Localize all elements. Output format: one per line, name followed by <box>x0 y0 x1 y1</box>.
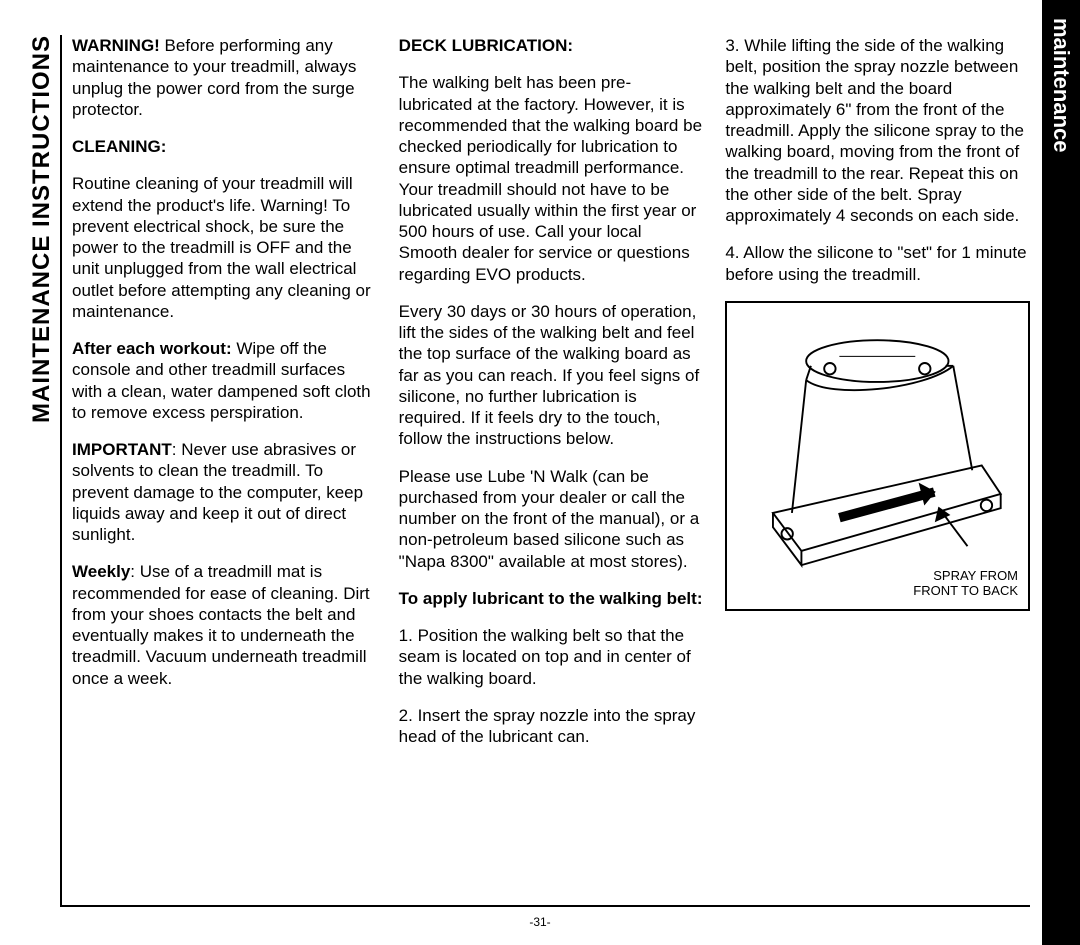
apply-heading: To apply lubricant to the walking belt: <box>399 588 704 609</box>
apply-step-2: 2. Insert the spray nozzle into the spra… <box>399 705 704 748</box>
important-paragraph: IMPORTANT: Never use abrasives or solven… <box>72 439 377 545</box>
important-label: IMPORTANT <box>72 440 172 459</box>
cleaning-heading: CLEANING: <box>72 136 377 157</box>
column-1: WARNING! Before performing any maintenan… <box>72 35 377 763</box>
column-2: DECK LUBRICATION: The walking belt has b… <box>399 35 704 763</box>
horizontal-rule <box>60 905 1030 907</box>
apply-step-4: 4. Allow the silicone to "set" for 1 min… <box>725 242 1030 285</box>
figure-caption-line2: FRONT TO BACK <box>913 583 1018 598</box>
apply-step-1: 1. Position the walking belt so that the… <box>399 625 704 689</box>
warning-paragraph: WARNING! Before performing any maintenan… <box>72 35 377 120</box>
after-workout-paragraph: After each workout: Wipe off the console… <box>72 338 377 423</box>
cleaning-body: Routine cleaning of your treadmill will … <box>72 173 377 322</box>
deck-heading: DECK LUBRICATION: <box>399 35 704 56</box>
weekly-label: Weekly <box>72 562 130 581</box>
weekly-paragraph: Weekly: Use of a treadmill mat is recomm… <box>72 561 377 689</box>
column-3: 3. While lifting the side of the walking… <box>725 35 1030 763</box>
figure-caption-line1: SPRAY FROM <box>933 568 1018 583</box>
deck-p1: The walking belt has been pre-lubricated… <box>399 72 704 285</box>
side-tab-label: maintenance <box>1048 18 1074 153</box>
after-workout-label: After each workout: <box>72 339 232 358</box>
treadmill-illustration <box>735 311 1020 601</box>
deck-p2: Every 30 days or 30 hours of operation, … <box>399 301 704 450</box>
side-tab: maintenance <box>1042 0 1080 945</box>
deck-p3: Please use Lube 'N Walk (can be purchase… <box>399 466 704 572</box>
warning-label: WARNING! <box>72 36 160 55</box>
content-area: WARNING! Before performing any maintenan… <box>72 35 1030 763</box>
treadmill-figure: SPRAY FROM FRONT TO BACK <box>725 301 1030 611</box>
vertical-rule <box>60 35 62 905</box>
figure-caption: SPRAY FROM FRONT TO BACK <box>913 568 1018 599</box>
vertical-section-title: MAINTENANCE INSTRUCTIONS <box>28 35 56 423</box>
page-number: -31- <box>0 915 1080 929</box>
apply-step-3: 3. While lifting the side of the walking… <box>725 35 1030 226</box>
